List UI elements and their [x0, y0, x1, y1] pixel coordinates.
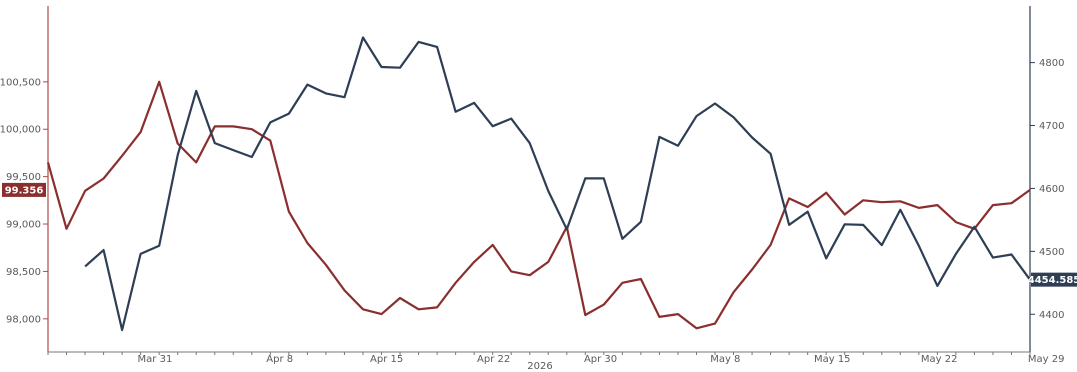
x-tick-label: Apr 8 [266, 354, 293, 365]
left-last-value-label: 99.356 [5, 185, 44, 196]
right-tick-label: 4600 [1039, 184, 1064, 195]
right-last-value-badge [1031, 272, 1077, 287]
x-axis-year-label: 2026 [527, 361, 552, 372]
left-tick-label: 100,500 [0, 77, 41, 88]
x-tick-label: Apr 22 [477, 354, 510, 365]
left-tick-label: 99,000 [6, 220, 41, 231]
left-last-value-badge [2, 182, 46, 197]
series-1-line [46, 80, 1031, 330]
right-tick-label: 4800 [1039, 58, 1064, 69]
x-axis: Mar 31 Apr 8 Apr 15 Apr 22 Apr 30 May 8 May 15… [47, 351, 1065, 372]
right-axis-ticks: 4800 4700 4600 4500 4400 [1030, 58, 1064, 321]
right-tick-label: 4500 [1039, 247, 1064, 258]
x-tick-label: Apr 30 [584, 354, 617, 365]
x-tick-label: May 22 [921, 354, 958, 365]
x-tick-label: Mar 31 [138, 354, 173, 365]
last-value-badges: 99.356 4454.585 [2, 182, 1077, 287]
x-tick-label: May 8 [710, 354, 740, 365]
x-axis-ticks: Mar 31 Apr 8 Apr 15 Apr 22 Apr 30 May 8 May 15… [47, 352, 1065, 365]
right-tick-label: 4400 [1039, 310, 1064, 321]
left-axis-ticks: 100,500 100,000 99,500 99,000 98,500 98,000 [0, 77, 48, 325]
right-last-value-label: 4454.585 [1028, 275, 1077, 286]
left-tick-label: 98,000 [6, 314, 41, 325]
left-tick-label: 100,000 [0, 125, 41, 136]
left-axis: 100,500 100,000 99,500 99,000 98,500 98,000 [0, 6, 49, 352]
left-tick-label: 99,500 [6, 172, 41, 183]
series-2-line [84, 36, 1031, 332]
x-tick-label: Apr 15 [370, 354, 403, 365]
right-tick-label: 4700 [1039, 121, 1064, 132]
x-tick-label: May 29 [1028, 354, 1065, 365]
series-layer [46, 36, 1031, 332]
right-axis: 4800 4700 4600 4500 4400 [1029, 6, 1064, 352]
left-tick-label: 98,500 [6, 267, 41, 278]
x-tick-label: May 15 [814, 354, 851, 365]
